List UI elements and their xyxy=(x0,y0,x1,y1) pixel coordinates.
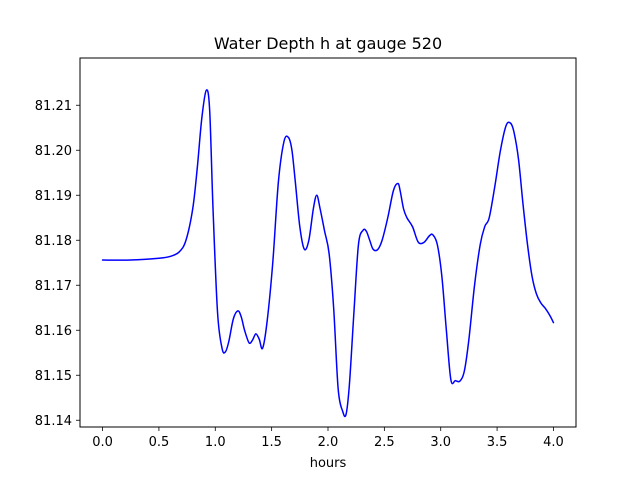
x-axis: 0.0 0.5 1.0 1.5 2.0 2.5 3.0 3.5 4.0 xyxy=(92,427,564,450)
y-tick-label: 81.18 xyxy=(35,234,72,249)
y-tick-label: 81.20 xyxy=(35,144,72,159)
x-tick-label: 0.5 xyxy=(149,435,170,450)
x-tick-label: 2.0 xyxy=(318,435,339,450)
x-axis-label: hours xyxy=(310,456,347,471)
y-tick-label: 81.15 xyxy=(35,369,72,384)
x-tick-label: 3.5 xyxy=(487,435,508,450)
y-tick-label: 81.19 xyxy=(35,189,72,204)
x-tick-label: 0.0 xyxy=(92,435,113,450)
x-tick-label: 1.5 xyxy=(261,435,282,450)
x-tick-label: 3.0 xyxy=(430,435,451,450)
x-tick-label: 2.5 xyxy=(374,435,395,450)
x-tick-label: 1.0 xyxy=(205,435,226,450)
x-tick-label: 4.0 xyxy=(543,435,564,450)
plot-frame xyxy=(79,57,577,428)
y-tick-label: 81.14 xyxy=(35,414,72,429)
y-tick-label: 81.16 xyxy=(35,324,72,339)
series-line xyxy=(101,89,555,418)
y-tick-label: 81.17 xyxy=(35,279,72,294)
y-tick-label: 81.21 xyxy=(35,99,72,114)
y-axis: 81.14 81.15 81.16 81.17 81.18 81.19 81.20 81.21 xyxy=(35,99,80,429)
chart-title: Water Depth h at gauge 520 xyxy=(214,34,442,53)
